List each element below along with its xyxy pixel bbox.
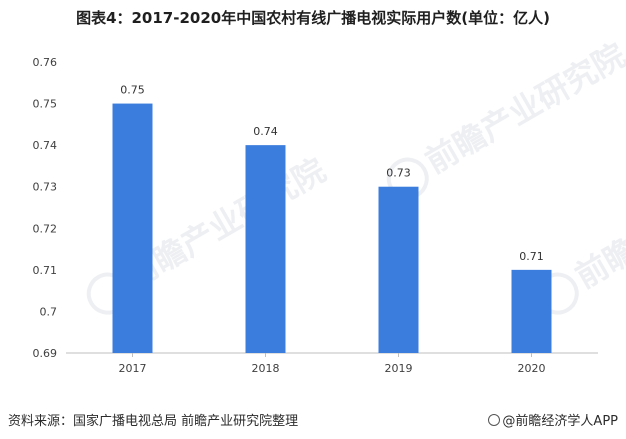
source-note: 资料来源：国家广播电视总局 前瞻产业研究院整理 (8, 414, 299, 429)
bar (378, 186, 419, 353)
chart-title: 图表4：2017-2020年中国农村有线广播电视实际用户数(单位：亿人) (76, 9, 550, 27)
bar-value-label: 0.73 (386, 167, 411, 180)
y-tick-label: 0.73 (33, 181, 58, 194)
x-tick-label: 2017 (119, 362, 147, 375)
y-tick-label: 0.72 (33, 222, 58, 235)
x-tick-label: 2020 (518, 362, 546, 375)
y-tick-label: 0.7 (40, 305, 58, 318)
bar (112, 103, 153, 353)
y-tick-label: 0.75 (33, 98, 58, 111)
x-tick-label: 2018 (252, 362, 280, 375)
brand-label: @前瞻经济学人APP (488, 410, 618, 429)
y-tick-label: 0.71 (33, 264, 58, 277)
brand-logo-icon (488, 414, 501, 426)
x-tick-label: 2019 (385, 362, 413, 375)
bar (245, 145, 286, 353)
bar-value-label: 0.71 (519, 250, 544, 263)
bar-value-label: 0.75 (120, 84, 145, 97)
y-tick-label: 0.69 (33, 347, 58, 360)
y-tick-label: 0.76 (33, 56, 58, 69)
bar (511, 269, 552, 353)
bar-value-label: 0.74 (253, 125, 278, 138)
y-tick-label: 0.74 (33, 139, 58, 152)
